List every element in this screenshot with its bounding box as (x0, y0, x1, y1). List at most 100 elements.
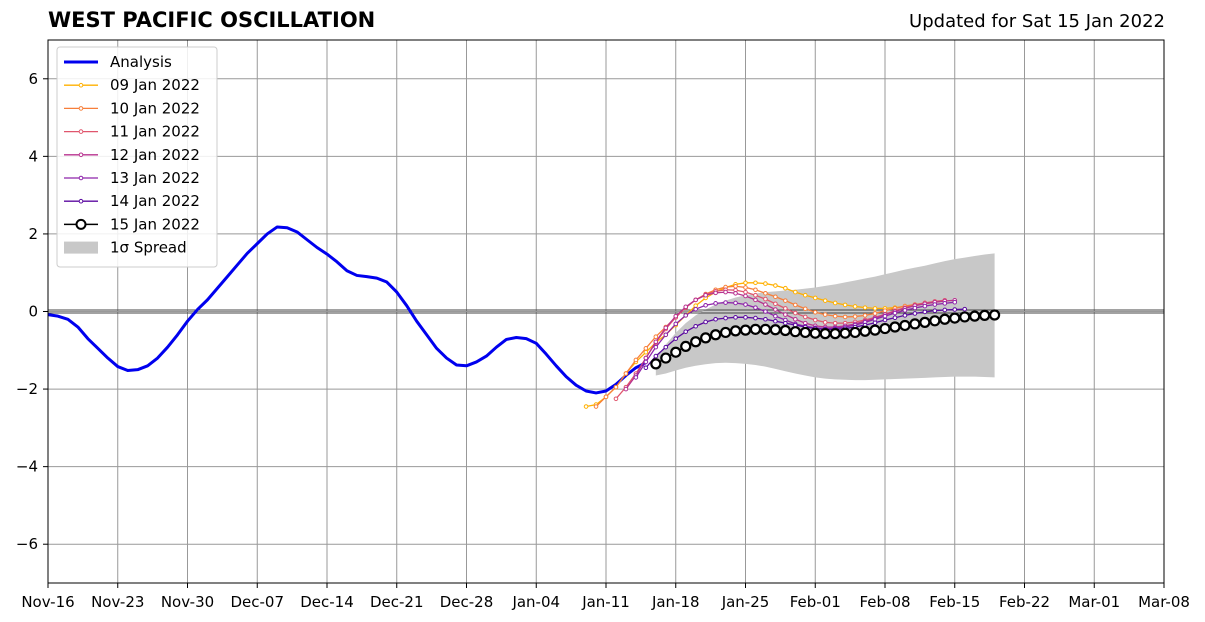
forecast-point (643, 365, 649, 371)
forecast-point (822, 320, 828, 325)
x-tick-label: Jan-25 (721, 593, 770, 611)
x-tick-label: Jan-04 (511, 593, 560, 611)
forecast-point (912, 311, 918, 316)
forecast-point (650, 358, 662, 370)
forecast-point (680, 340, 692, 353)
forecast-point (909, 318, 921, 330)
forecast-point (889, 321, 901, 333)
forecast-point (839, 327, 851, 339)
y-tick-label: −6 (16, 535, 38, 553)
legend-entry: Analysis (64, 53, 172, 71)
forecast-point (979, 309, 991, 321)
x-tick-label: Mar-08 (1138, 593, 1190, 611)
forecast-point (773, 294, 778, 300)
legend-label: 13 Jan 2022 (110, 169, 200, 187)
forecast-point (862, 313, 868, 318)
forecast-point (593, 404, 599, 409)
y-tick-label: −4 (16, 458, 38, 476)
forecast-point (743, 315, 748, 320)
forecast-series (650, 309, 1001, 370)
forecast-point (812, 317, 818, 323)
forecast-point (643, 349, 649, 355)
forecast-point (653, 344, 659, 350)
forecast-point (683, 313, 689, 318)
forecast-point (743, 293, 748, 299)
forecast-point (812, 295, 818, 301)
forecast-point (773, 283, 778, 288)
y-tick-label: 0 (28, 303, 38, 321)
legend-label: Analysis (110, 53, 172, 71)
forecast-point (783, 285, 788, 291)
forecast-point (892, 310, 898, 316)
y-tick-label: 6 (28, 70, 38, 88)
legend-swatch-marker (78, 82, 84, 88)
chart-title: WEST PACIFIC OSCILLATION (48, 8, 376, 32)
forecast-point (859, 325, 871, 337)
plot-border (47, 39, 1165, 584)
forecast-point (763, 316, 768, 322)
forecast-point (759, 323, 772, 335)
forecast-point (783, 312, 788, 317)
forecast-point (623, 371, 629, 376)
forecast-point (802, 292, 808, 298)
legend-swatch-marker (78, 198, 84, 204)
forecast-point (660, 352, 672, 364)
forecast-line (625, 291, 955, 390)
forecast-point (939, 313, 951, 325)
x-tick-label: Dec-28 (440, 593, 494, 611)
forecast-point (743, 302, 748, 307)
forecast-point (743, 289, 748, 295)
forecast-point (789, 326, 801, 338)
forecast-point (690, 336, 702, 348)
y-tick-label: 4 (28, 147, 38, 165)
forecast-point (683, 329, 689, 334)
forecast-point (879, 322, 891, 335)
legend-swatch-patch (64, 241, 98, 254)
analysis-line (47, 225, 647, 395)
forecast-point (849, 326, 861, 339)
forecast-point (723, 300, 728, 305)
forecast-point (942, 301, 948, 306)
legend-swatch-marker (78, 129, 84, 134)
forecast-point (842, 302, 848, 308)
forecast-point (703, 302, 708, 308)
forecast-point (932, 302, 938, 307)
forecast-point (763, 302, 768, 307)
forecast-point (733, 283, 738, 289)
forecast-point (793, 310, 798, 316)
legend-entry: 11 Jan 2022 (64, 123, 200, 141)
forecast-point (882, 313, 888, 319)
x-tick-label: Dec-14 (300, 593, 354, 611)
forecast-point (773, 301, 778, 307)
x-tick-label: Dec-21 (370, 593, 424, 611)
legend-swatch-marker (78, 175, 84, 181)
forecast-point (809, 327, 821, 339)
forecast-point (962, 306, 968, 312)
forecast-point (793, 302, 798, 308)
forecast-point (583, 404, 589, 409)
legend-label: 10 Jan 2022 (110, 99, 200, 117)
forecast-point (872, 320, 878, 326)
forecast-point (922, 309, 928, 315)
forecast-point (952, 307, 958, 312)
forecast-point (653, 334, 659, 340)
y-tick-label: 2 (28, 225, 38, 243)
forecast-point (723, 289, 728, 295)
forecast-point (929, 315, 941, 327)
forecast-point (693, 306, 698, 312)
forecast-point (643, 359, 649, 365)
forecast-series (623, 289, 958, 392)
legend-swatch-marker (78, 152, 84, 158)
forecast-point (969, 310, 981, 322)
x-tick-label: Dec-07 (230, 593, 284, 611)
forecast-point (822, 312, 828, 317)
x-tick-label: Feb-22 (999, 593, 1050, 611)
forecast-point (799, 326, 811, 339)
forecast-point (633, 375, 639, 380)
x-tick-label: Mar-01 (1068, 593, 1120, 611)
forecast-point (729, 325, 742, 337)
forecast-point (670, 346, 682, 358)
forecast-point (723, 315, 728, 321)
forecast-point (753, 287, 758, 293)
forecast-point (700, 332, 712, 344)
